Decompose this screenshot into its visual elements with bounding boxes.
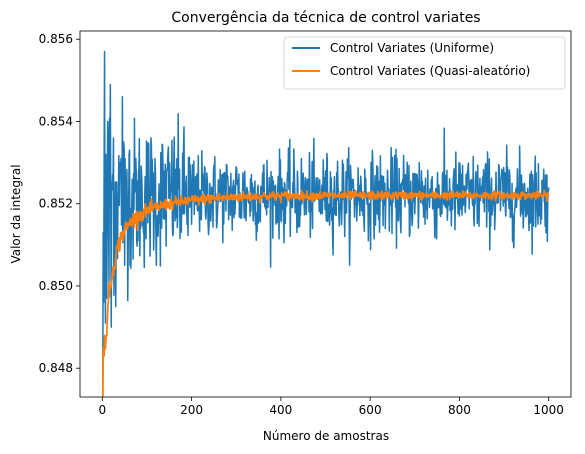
y-tick-label: 0.848: [39, 361, 73, 375]
plot-frame: [79, 30, 572, 398]
x-axis-label: Número de amostras: [263, 429, 389, 443]
series-line-quasi: [101, 189, 550, 397]
x-tick-label: 800: [448, 403, 471, 417]
y-tick-label: 0.850: [39, 279, 73, 293]
x-tick-label: 400: [269, 403, 292, 417]
plot-area: [101, 50, 550, 397]
series-layer: [101, 50, 550, 397]
legend: Control Variates (Uniforme) Control Vari…: [283, 36, 566, 90]
legend-box: [283, 36, 566, 90]
x-tick-label: 200: [180, 403, 203, 417]
series-line-uniforme: [102, 50, 550, 385]
chart-title: Convergência da técnica de control varia…: [171, 10, 480, 26]
y-tick-label: 0.852: [39, 197, 73, 211]
y-tick-label: 0.854: [39, 114, 73, 128]
y-axis-label: Valor da integral: [9, 164, 23, 263]
x-tick-label: 600: [359, 403, 382, 417]
legend-label-quasi: Control Variates (Quasi-aleatório): [330, 64, 530, 78]
y-axis: 0.848 0.850 0.852 0.854 0.856: [39, 32, 80, 375]
x-axis: 0 200 400 600 800 1000: [98, 397, 564, 417]
y-tick-label: 0.856: [39, 32, 73, 46]
x-tick-label: 1000: [533, 403, 564, 417]
x-tick-label: 0: [98, 403, 106, 417]
legend-label-uniforme: Control Variates (Uniforme): [330, 41, 494, 55]
